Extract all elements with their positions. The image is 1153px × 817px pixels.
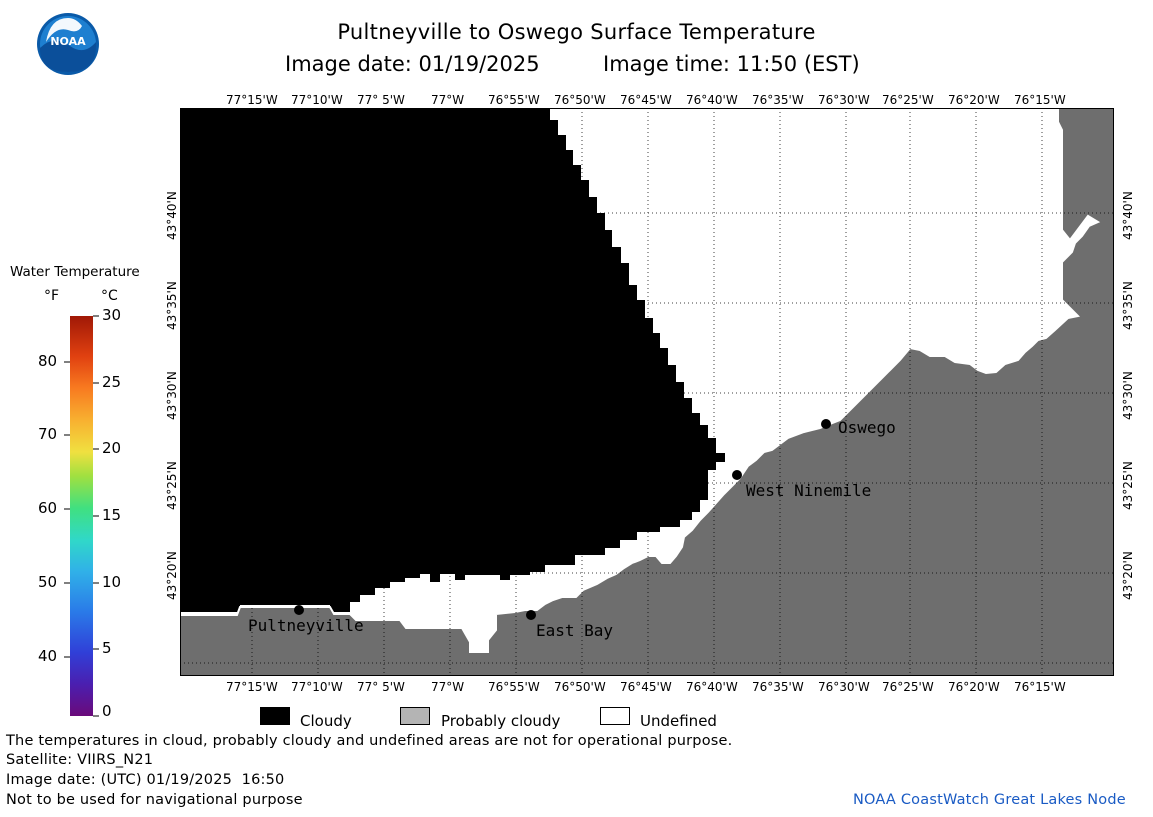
lon-label-top: 77°10'W	[291, 93, 343, 107]
colorbar-unit-f: °F	[44, 288, 60, 304]
map-svg	[180, 108, 1114, 676]
subtitle-date: Image date: 01/19/2025	[285, 52, 540, 76]
lat-label-left: 43°25'N	[165, 461, 179, 510]
legend-undefined-label: Undefined	[640, 712, 717, 730]
lon-label-top: 76°40'W	[686, 93, 738, 107]
footer-note: The temperatures in cloud, probably clou…	[6, 733, 733, 749]
legend-cloudy-label: Cloudy	[300, 712, 352, 730]
lon-label-bottom: 76°45'W	[620, 680, 672, 694]
lon-label-top: 76°20'W	[948, 93, 1000, 107]
lon-label-top: 76°35'W	[752, 93, 804, 107]
oswego-marker	[821, 419, 831, 429]
lon-label-bottom: 77° 5'W	[357, 680, 405, 694]
lon-label-bottom: 76°50'W	[554, 680, 606, 694]
legend-cloudy-swatch	[260, 707, 290, 725]
lon-label-top: 76°55'W	[488, 93, 540, 107]
label-west-ninemile: West Ninemile	[746, 481, 872, 500]
legend-undefined-swatch	[600, 707, 630, 725]
colorbar-f-label: 50	[38, 573, 58, 591]
label-oswego: Oswego	[838, 418, 896, 437]
lon-label-bottom: 76°55'W	[488, 680, 540, 694]
lat-label-left: 43°20'N	[165, 551, 179, 600]
lat-label-left: 43°35'N	[165, 281, 179, 330]
footer-nav: Not to be used for navigational purpose	[6, 792, 303, 808]
colorbar-gradient	[70, 316, 93, 716]
lon-label-top: 76°45'W	[620, 93, 672, 107]
lon-label-bottom: 77°10'W	[291, 680, 343, 694]
lat-label-left: 43°30'N	[165, 371, 179, 420]
lon-label-bottom: 77°15'W	[226, 680, 278, 694]
lon-label-bottom: 77°W	[431, 680, 465, 694]
label-east-bay: East Bay	[536, 621, 614, 640]
lon-label-top: 77° 5'W	[357, 93, 405, 107]
subtitle-time: Image time: 11:50 (EST)	[603, 52, 860, 76]
colorbar-c-label: 30	[102, 306, 122, 324]
colorbar-c-label: 5	[102, 639, 112, 657]
lon-label-top: 76°15'W	[1014, 93, 1066, 107]
map-border	[180, 108, 1114, 676]
noaa-logo: NOAA	[36, 12, 100, 76]
lat-label-right: 43°20'N	[1121, 551, 1135, 600]
colorbar-f-label: 60	[38, 499, 58, 517]
lat-label-right: 43°35'N	[1121, 281, 1135, 330]
lon-label-top: 76°50'W	[554, 93, 606, 107]
colorbar-ticks	[64, 315, 99, 717]
pultneyville-marker	[294, 605, 304, 615]
footer-satellite: Satellite: VIIRS_N21	[6, 752, 154, 768]
colorbar-c-label: 25	[102, 373, 122, 391]
east-bay-marker	[526, 610, 536, 620]
colorbar-title: Water Temperature	[10, 264, 140, 280]
lat-label-right: 43°25'N	[1121, 461, 1135, 510]
noaa-logo-text: NOAA	[50, 35, 86, 48]
legend-probably-cloudy-swatch	[400, 707, 430, 725]
footer-utc: Image date: (UTC) 01/19/2025 16:50	[6, 772, 285, 788]
label-pultneyville: Pultneyville	[248, 616, 364, 635]
cloud-area	[180, 108, 725, 612]
page-title: Pultneyville to Oswego Surface Temperatu…	[337, 20, 816, 44]
lon-label-top: 76°30'W	[818, 93, 870, 107]
lon-label-bottom: 76°30'W	[818, 680, 870, 694]
lon-label-bottom: 76°20'W	[948, 680, 1000, 694]
lon-label-bottom: 76°25'W	[882, 680, 934, 694]
lon-label-bottom: 76°35'W	[752, 680, 804, 694]
colorbar-c-label: 10	[102, 573, 122, 591]
colorbar-f-label: 80	[38, 352, 58, 370]
colorbar-c-label: 20	[102, 439, 122, 457]
west-ninemile-marker	[732, 470, 742, 480]
lat-label-left: 43°40'N	[165, 191, 179, 240]
lat-label-right: 43°30'N	[1121, 371, 1135, 420]
colorbar-f-label: 40	[38, 647, 58, 665]
lon-label-bottom: 76°40'W	[686, 680, 738, 694]
colorbar-c-label: 15	[102, 506, 122, 524]
legend-probably-cloudy-label: Probably cloudy	[441, 712, 561, 730]
colorbar-c-label: 0	[102, 702, 112, 720]
noaa-logo-icon: NOAA	[37, 13, 99, 75]
grid-lines	[180, 108, 1114, 676]
footer-credit: NOAA CoastWatch Great Lakes Node	[853, 792, 1126, 808]
lat-label-right: 43°40'N	[1121, 191, 1135, 240]
lon-label-top: 76°25'W	[882, 93, 934, 107]
colorbar-f-label: 70	[38, 425, 58, 443]
lon-label-bottom: 76°15'W	[1014, 680, 1066, 694]
lon-label-top: 77°W	[431, 93, 465, 107]
lon-label-top: 77°15'W	[226, 93, 278, 107]
colorbar-unit-c: °C	[101, 288, 118, 304]
map-frame	[180, 108, 1114, 676]
